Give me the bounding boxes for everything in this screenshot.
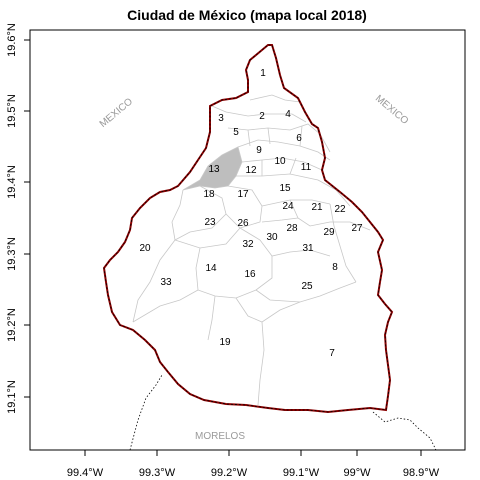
x-tick-label: 99.4°W (67, 467, 104, 479)
district-label: 19 (219, 337, 231, 348)
x-tick-label: 99.3°W (139, 467, 176, 479)
district-label: 32 (242, 239, 254, 250)
district-label: 5 (233, 127, 239, 138)
district-label: 20 (139, 243, 151, 254)
district-label: 2 (259, 111, 265, 122)
district-label: 10 (274, 156, 286, 167)
district-label: 6 (296, 133, 302, 144)
y-tick-label: 19.2°N (6, 308, 18, 342)
district-label: 3 (218, 113, 224, 124)
district-label: 15 (279, 183, 291, 194)
y-tick-label: 19.5°N (6, 94, 18, 128)
y-axis-labels: 19.6°N 19.5°N 19.4°N 19.3°N 19.2°N 19.1°… (6, 23, 18, 414)
district-label: 21 (311, 202, 323, 213)
y-tick-label: 19.4°N (6, 165, 18, 199)
district-label: 13 (208, 164, 220, 175)
district-label: 29 (323, 227, 335, 238)
x-axis (84, 450, 422, 456)
y-tick-label: 19.6°N (6, 23, 18, 57)
district-label: 24 (282, 201, 294, 212)
x-tick-label: 99.2°W (211, 467, 248, 479)
cdmx-outline-dash (103, 44, 393, 413)
region-label-west: MEXICO (98, 96, 135, 130)
district-label: 22 (334, 204, 346, 215)
x-tick-label: 99°W (343, 467, 371, 479)
plot-frame (29, 29, 466, 451)
district-label: 23 (204, 217, 216, 228)
x-tick-label: 98.9°W (403, 467, 440, 479)
district-label: 4 (285, 109, 291, 120)
x-tick-label: 99.1°W (283, 467, 320, 479)
district-label: 33 (160, 277, 172, 288)
district-labels: 1 2 3 4 5 6 7 8 9 10 11 12 13 14 15 16 1… (139, 68, 363, 359)
district-label: 18 (203, 189, 215, 200)
district-label: 1 (260, 68, 266, 79)
district-label: 11 (301, 162, 312, 173)
district-label: 16 (244, 269, 256, 280)
district-label: 9 (256, 145, 262, 156)
district-label: 30 (266, 232, 278, 243)
state-boundary-morelos (129, 374, 437, 451)
y-tick-label: 19.1°N (6, 380, 18, 414)
district-label: 8 (332, 262, 338, 273)
district-label: 28 (286, 223, 298, 234)
district-label: 31 (302, 243, 314, 254)
x-axis-labels: 99.4°W 99.3°W 99.2°W 99.1°W 99°W 98.9°W (67, 467, 440, 479)
region-label-east: MEXICO (373, 93, 410, 127)
district-label: 14 (205, 263, 217, 274)
map-title: Ciudad de México (mapa local 2018) (127, 7, 367, 23)
district-label: 17 (237, 189, 249, 200)
y-tick-label: 19.3°N (6, 237, 18, 271)
district-boundaries (132, 94, 371, 406)
district-label: 12 (245, 165, 257, 176)
y-axis (24, 39, 30, 398)
district-label: 25 (301, 281, 313, 292)
district-label: 26 (237, 218, 249, 229)
district-label: 7 (329, 348, 335, 359)
region-label-south: MORELOS (195, 431, 245, 442)
district-label: 27 (351, 223, 363, 234)
